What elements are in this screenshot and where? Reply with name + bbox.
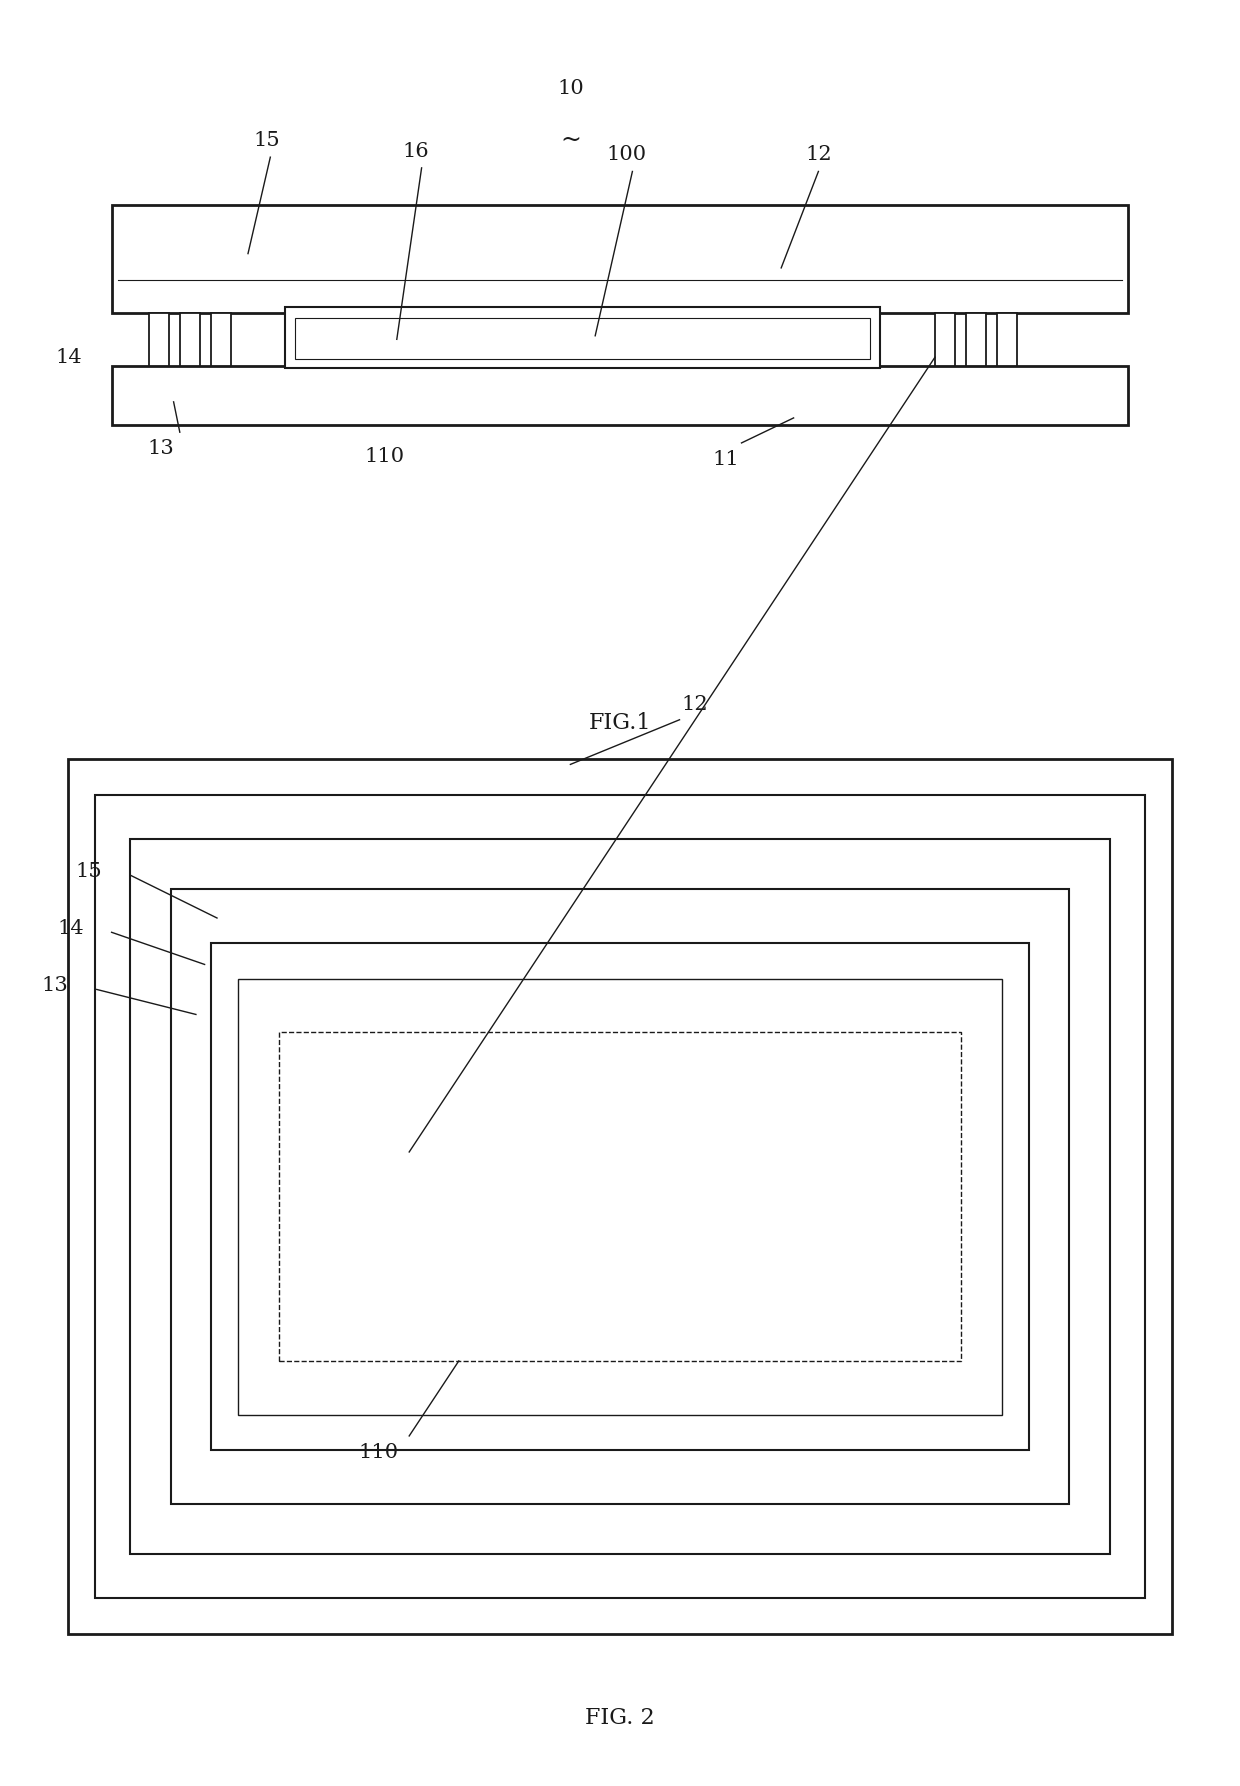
Bar [130,839,1110,1554]
Text: 110: 110 [365,446,404,466]
Bar [211,943,1029,1450]
Text: 13: 13 [41,977,68,995]
Bar [149,313,169,366]
Text: 11: 11 [712,450,739,470]
Bar [935,313,955,366]
Text: FIG. 2: FIG. 2 [585,1707,655,1729]
Bar [112,366,1128,425]
Bar [68,759,1172,1634]
Bar [171,889,1069,1504]
Bar [966,313,986,366]
Text: ~: ~ [560,129,580,152]
Text: FIG.1: FIG.1 [589,713,651,734]
Text: 100: 100 [606,145,646,164]
Text: 10: 10 [557,79,584,98]
Bar [238,979,1002,1415]
Text: 13: 13 [148,439,175,459]
Text: 12: 12 [681,695,708,714]
Text: 12: 12 [805,145,832,164]
Bar [180,313,200,366]
Text: 110: 110 [358,1443,398,1463]
Bar [279,1032,961,1361]
Bar [997,313,1017,366]
Text: 15: 15 [76,863,102,880]
Bar [95,795,1145,1598]
Text: 14: 14 [56,348,82,366]
Bar [211,313,231,366]
Text: 16: 16 [402,141,429,161]
Bar [285,307,880,368]
Text: 14: 14 [58,920,84,938]
Bar [295,318,870,359]
Text: 15: 15 [253,130,280,150]
Bar [112,205,1128,313]
